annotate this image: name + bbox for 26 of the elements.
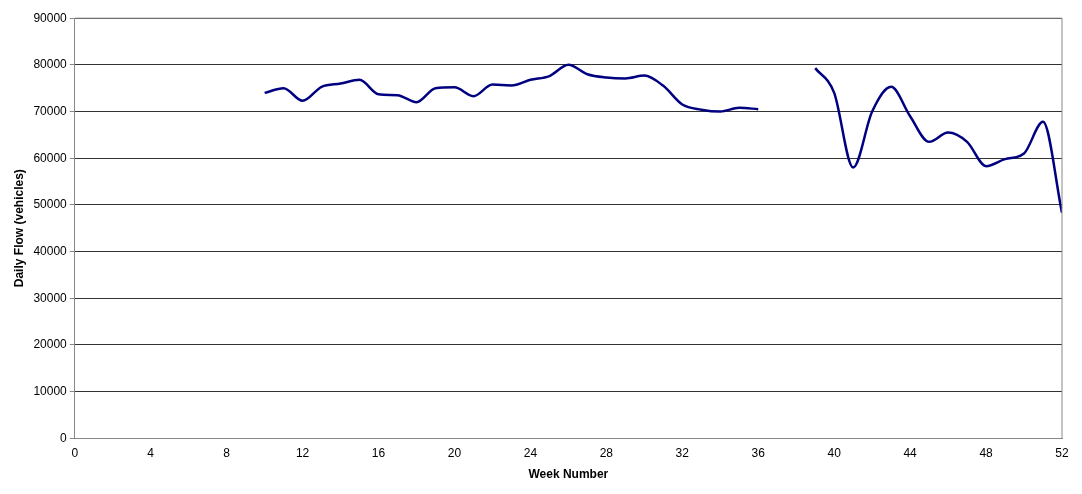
x-tick-label: 4 [147, 445, 155, 460]
y-tick-label: 50000 [33, 197, 68, 212]
y-axis-title: Daily Flow (vehicles) [11, 169, 26, 288]
y-tick-label: 30000 [33, 290, 68, 305]
y-tick-label: 70000 [33, 103, 68, 118]
y-tick-label: 20000 [33, 337, 68, 352]
x-tick-label: 52 [1055, 445, 1069, 460]
x-tick-label: 8 [223, 445, 231, 460]
y-tick-label: 40000 [33, 243, 68, 258]
x-tick-label: 36 [751, 445, 766, 460]
x-tick-label: 20 [447, 445, 462, 460]
x-tick-label: 0 [71, 445, 79, 460]
x-tick-label: 40 [827, 445, 842, 460]
y-tick-label: 60000 [33, 150, 68, 165]
x-tick-label: 16 [371, 445, 386, 460]
x-tick-label: 24 [523, 445, 538, 460]
x-tick-label: 48 [979, 445, 994, 460]
y-tick-label: 80000 [33, 57, 68, 72]
y-tick-label: 90000 [33, 10, 68, 25]
x-axis-title: Week Number [528, 467, 609, 482]
x-tick-label: 32 [675, 445, 690, 460]
x-tick-label: 44 [903, 445, 918, 460]
x-tick-label: 28 [599, 445, 614, 460]
y-tick-label: 10000 [33, 383, 68, 398]
x-tick-label: 12 [295, 445, 310, 460]
y-tick-label: 0 [60, 430, 68, 445]
